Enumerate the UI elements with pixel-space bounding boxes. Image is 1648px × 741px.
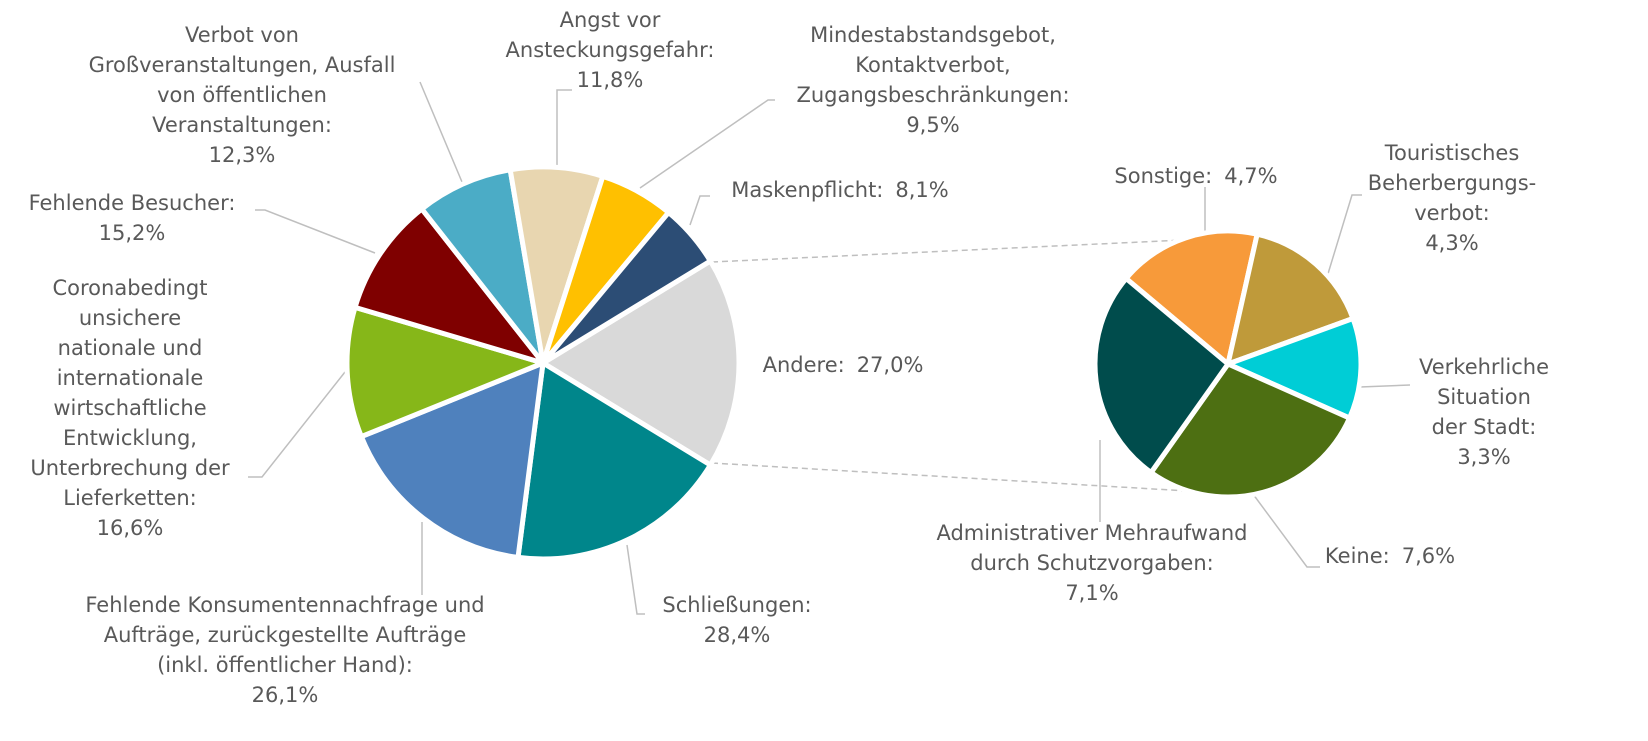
value-label: 9,5% (906, 113, 960, 137)
slice-label: Fehlende Besucher: 15,2% (29, 188, 236, 248)
category: Mindestabstandsgebot, Kontaktverbot, Zug… (796, 23, 1070, 107)
pie-slice (540, 258, 742, 468)
connector (711, 462, 1206, 493)
pie-slice (1225, 231, 1356, 367)
leader-line (1326, 194, 1362, 278)
slice-label: Angst vor Ansteckungsgefahr: 11,8% (506, 5, 715, 95)
category: Fehlende Konsumentennachfrage und Aufträ… (85, 593, 485, 677)
leader-line (255, 209, 376, 254)
leader-line (689, 195, 710, 226)
pie-slice (358, 360, 546, 560)
pie-slice (540, 209, 713, 366)
leader-line (626, 544, 645, 615)
value-label: 15,2% (98, 221, 166, 245)
pie-slice (1123, 228, 1260, 367)
slice-label: Sonstige: 4,7% (1114, 161, 1277, 191)
slice-label: Andere: 27,0% (763, 350, 924, 380)
value-label: 26,1% (251, 683, 319, 707)
value-label: 3,3% (1457, 445, 1511, 469)
category: Sonstige: (1114, 164, 1213, 188)
category: Schließungen: (662, 593, 812, 617)
value-label: 11,8% (576, 68, 644, 92)
leader-line (248, 371, 346, 478)
leader-line (1359, 384, 1411, 388)
value-label: 27,0% (856, 353, 924, 377)
value-label: 7,1% (1065, 581, 1119, 605)
category: Verbot von Großveranstaltungen, Ausfall … (88, 23, 396, 137)
value-label: 28,4% (703, 623, 771, 647)
category: Andere: (762, 353, 845, 377)
slice-label: Coronabedingt unsichere nationale und in… (30, 273, 229, 543)
slice-label: Verbot von Großveranstaltungen, Ausfall … (89, 20, 396, 170)
value-label: 8,1% (895, 178, 949, 202)
pie-slice (515, 360, 713, 562)
slice-label: Mindestabstandsgebot, Kontaktverbot, Zug… (796, 20, 1069, 140)
leader-lines (248, 81, 1411, 615)
category: Verkehrliche Situation der Stadt: (1418, 355, 1550, 439)
leader-line (639, 99, 775, 189)
slice-label: Touristisches Beherbergungs- verbot: 4,3% (1368, 138, 1537, 258)
value-label: 12,3% (208, 143, 276, 167)
value-label: 16,6% (96, 516, 164, 540)
value-label: 4,3% (1425, 231, 1479, 255)
pie-slice (352, 206, 546, 366)
category: Coronabedingt unsichere nationale und in… (30, 276, 230, 510)
value-label: 7,6% (1401, 544, 1456, 568)
category: Fehlende Besucher: (28, 191, 236, 215)
leader-line (556, 89, 572, 165)
category: Angst vor Ansteckungsgefahr: (505, 8, 715, 62)
slice-label: Verkehrliche Situation der Stadt: 3,3% (1419, 352, 1549, 472)
pie-slice (1225, 316, 1364, 421)
category: Administrativer Mehraufwand durch Schutz… (936, 521, 1248, 575)
leader-line (419, 81, 463, 183)
leader-line (1249, 489, 1320, 568)
slice-label: Fehlende Konsumentennachfrage und Aufträ… (85, 590, 484, 710)
category: Maskenpflicht: (731, 178, 884, 202)
value-label: 4,7% (1224, 164, 1278, 188)
pie-slice (1092, 276, 1231, 476)
slice-label: Administrativer Mehraufwand durch Schutz… (936, 518, 1247, 608)
slice-label: Keine: 7,6% (1325, 541, 1455, 571)
category: Touristisches Beherbergungs- verbot: (1367, 141, 1537, 225)
pie-slice (344, 304, 546, 440)
category: Keine: (1324, 544, 1390, 568)
slice-label: Maskenpflicht: 8,1% (731, 175, 949, 205)
pie-slice (1148, 361, 1352, 500)
slice-label: Schließungen: 28,4% (662, 590, 811, 650)
